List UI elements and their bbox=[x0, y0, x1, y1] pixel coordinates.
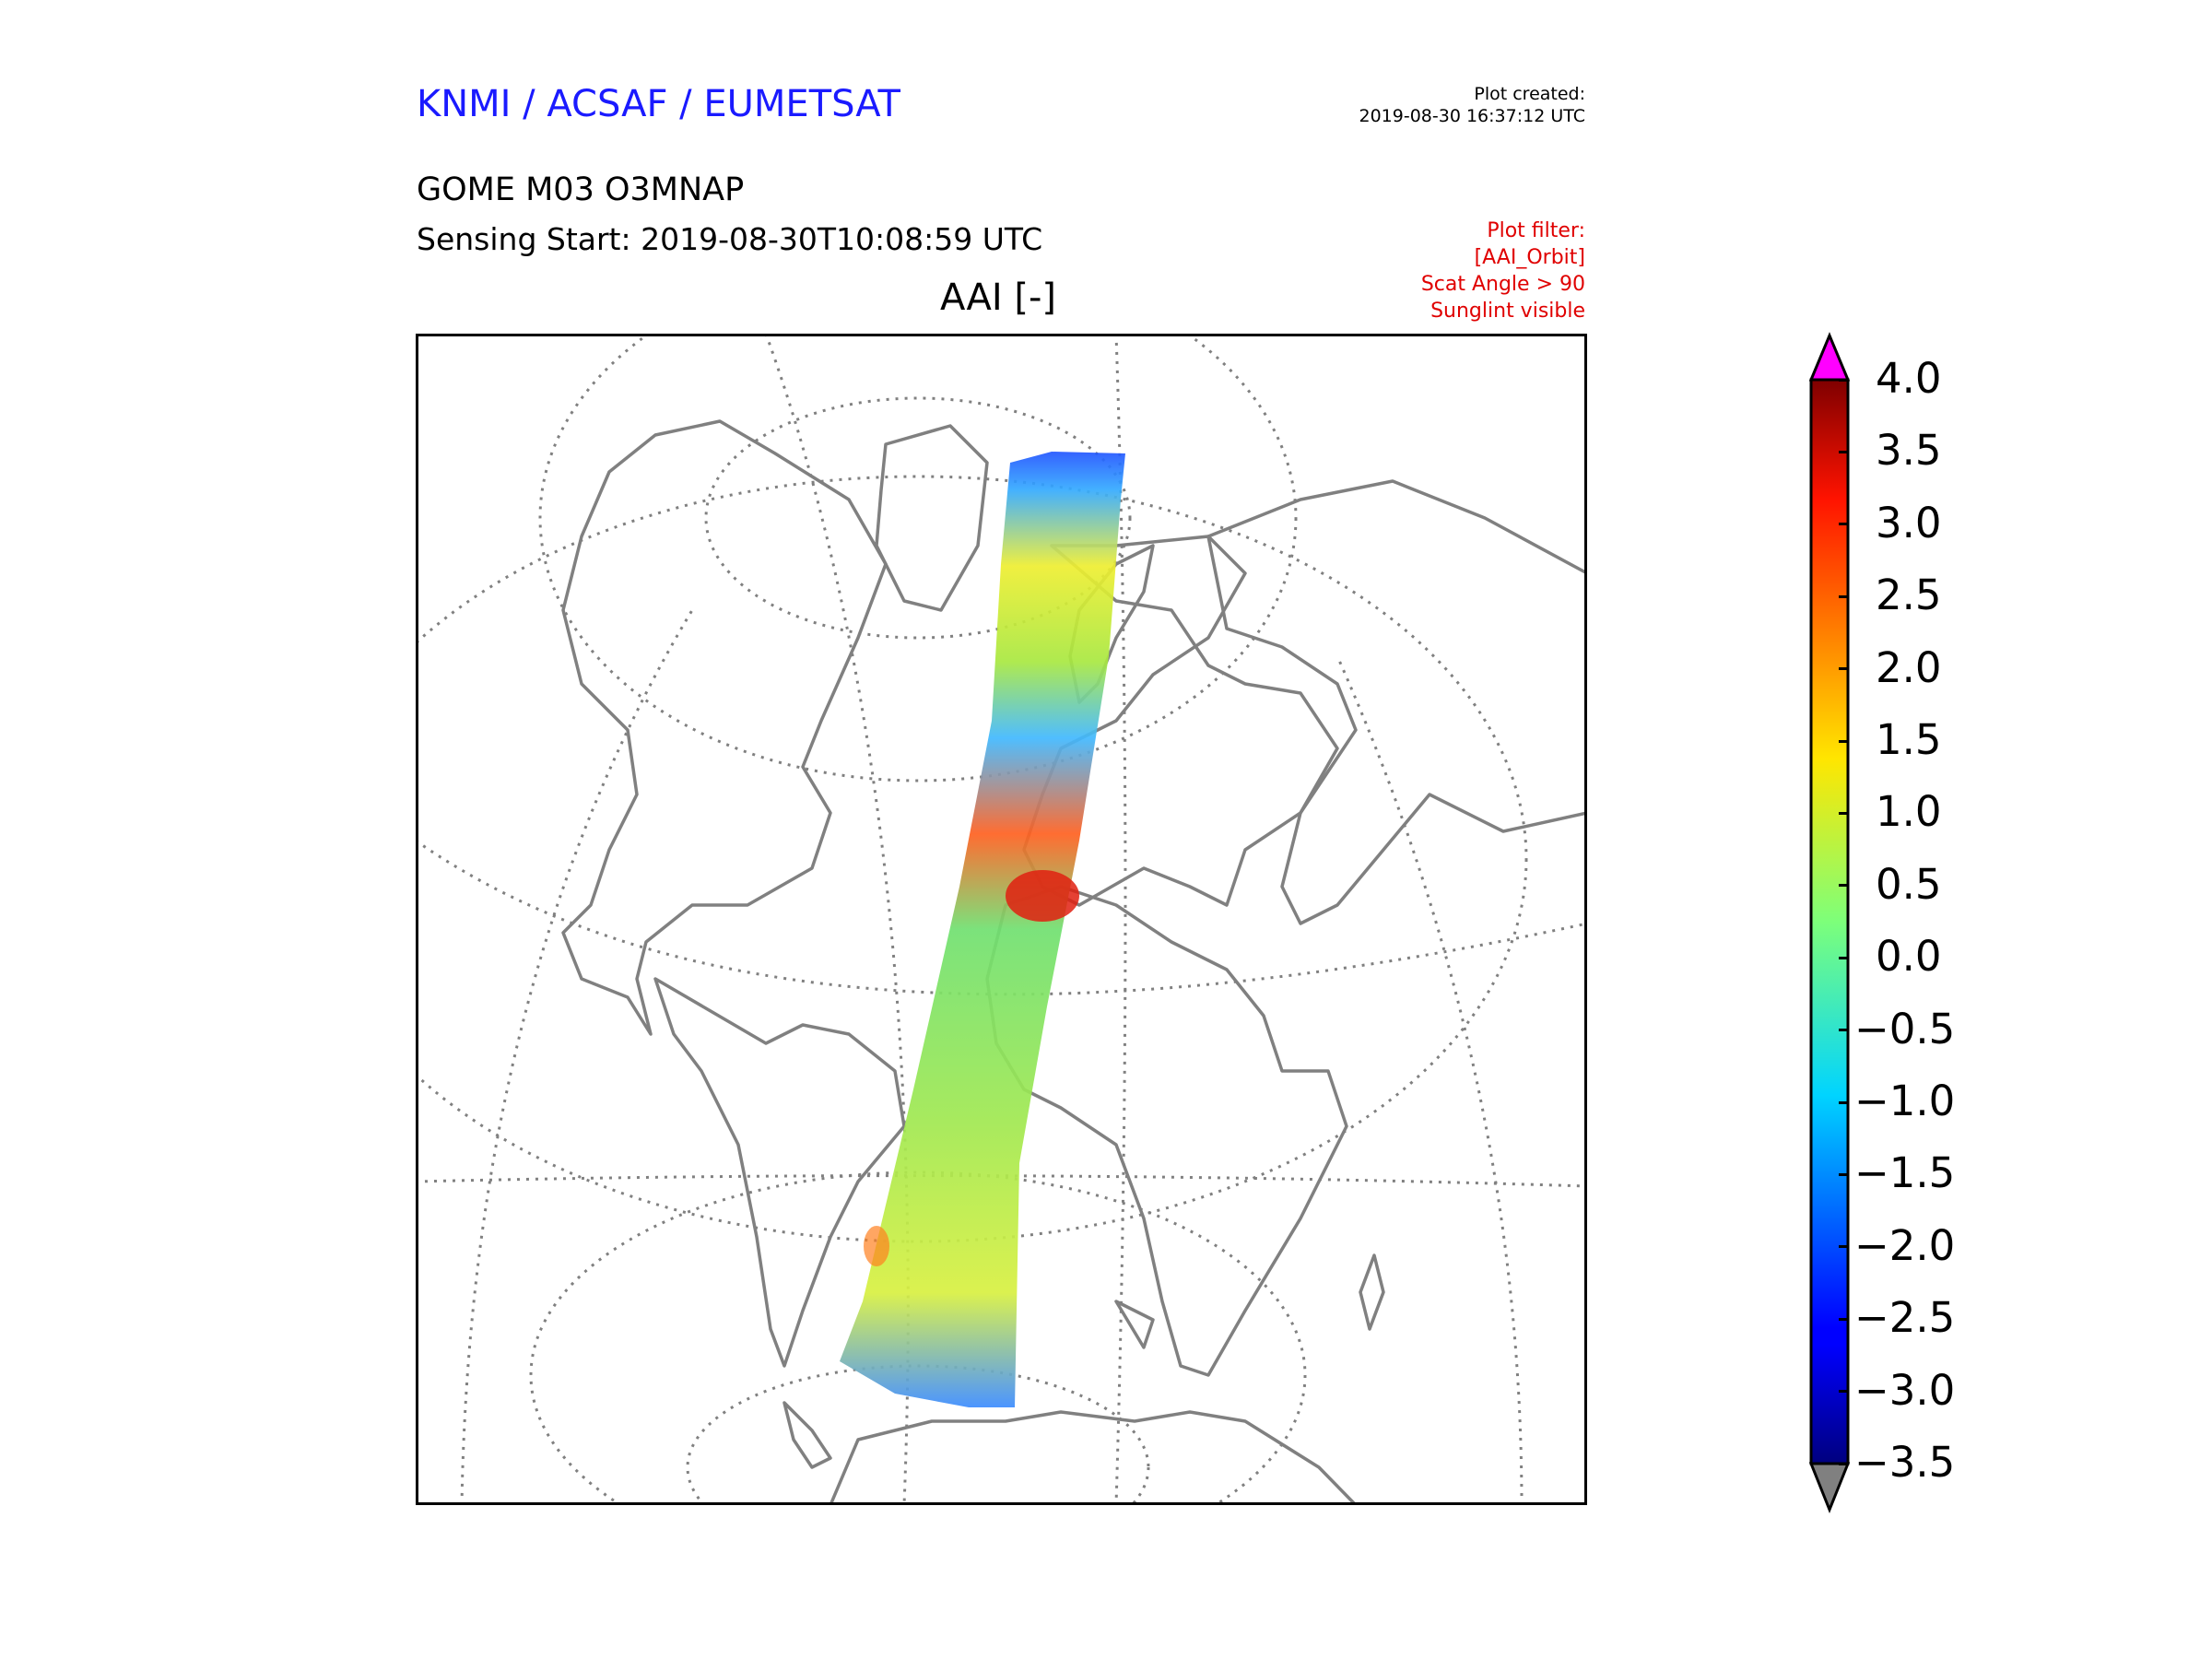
aai-swath bbox=[840, 452, 1125, 1407]
colorbar-under-arrow bbox=[1808, 1462, 1851, 1514]
colorbar-tick-label: 3.5 bbox=[1876, 426, 1942, 476]
colorbar-tick-mark bbox=[1839, 1390, 1848, 1394]
colorbar-tick-mark bbox=[1839, 378, 1848, 382]
colorbar-gradient bbox=[1809, 378, 1850, 1465]
map-panel bbox=[416, 334, 1587, 1505]
aai-hotspot bbox=[1006, 870, 1079, 922]
plot-created-time: 2019-08-30 16:37:12 UTC bbox=[1359, 106, 1586, 126]
colorbar-tick-mark bbox=[1839, 1317, 1848, 1321]
colorbar-tick-mark bbox=[1839, 523, 1848, 526]
colorbar-tick-label: −1.5 bbox=[1854, 1148, 1956, 1198]
colorbar-tick-label: 1.0 bbox=[1876, 787, 1942, 837]
plot-filter-line: Plot filter: bbox=[1487, 219, 1585, 242]
sensing-start: Sensing Start: 2019-08-30T10:08:59 UTC bbox=[417, 221, 1043, 257]
plot-filter-line: [AAI_Orbit] bbox=[1474, 246, 1585, 269]
colorbar-tick-mark bbox=[1839, 1029, 1848, 1032]
colorbar: 4.0 3.5 3.0 2.5 2.0 1.5 1.0 0.5 0.0 −0.5 −1.0 −1.5 −… bbox=[1788, 328, 2009, 1517]
colorbar-tick-mark bbox=[1839, 884, 1848, 888]
colorbar-tick-label: −3.5 bbox=[1854, 1438, 1956, 1487]
colorbar-tick-label: −2.5 bbox=[1854, 1293, 1956, 1343]
colorbar-tick-label: −0.5 bbox=[1854, 1004, 1956, 1053]
colorbar-tick-label: 2.5 bbox=[1876, 571, 1942, 620]
colorbar-tick-label: 4.0 bbox=[1876, 354, 1942, 403]
colorbar-tick-mark bbox=[1839, 1462, 1848, 1465]
colorbar-tick-label: 0.5 bbox=[1876, 859, 1942, 909]
colorbar-tick-mark bbox=[1839, 956, 1848, 959]
colorbar-over-arrow bbox=[1808, 332, 1851, 382]
plot-filter-line: Sunglint visible bbox=[1430, 300, 1585, 323]
agency-title: KNMI / ACSAF / EUMETSAT bbox=[417, 83, 900, 125]
colorbar-tick-mark bbox=[1839, 739, 1848, 743]
colorbar-graphic bbox=[1808, 332, 1851, 1514]
colorbar-tick-label: 1.5 bbox=[1876, 715, 1942, 764]
colorbar-tick-mark bbox=[1839, 1245, 1848, 1249]
plot-created: Plot created: 2019-08-30 16:37:12 UTC bbox=[1359, 83, 1586, 127]
plot-created-label: Plot created: bbox=[1474, 84, 1585, 104]
colorbar-tick-mark bbox=[1839, 450, 1848, 453]
colorbar-tick-label: 0.0 bbox=[1876, 932, 1942, 982]
colorbar-tick-mark bbox=[1839, 594, 1848, 598]
product-title: GOME M03 O3MNAP bbox=[417, 171, 745, 208]
map-frame bbox=[416, 334, 1587, 1505]
coastlines bbox=[561, 419, 1587, 1505]
colorbar-tick-mark bbox=[1839, 1172, 1848, 1176]
colorbar-tick-mark bbox=[1839, 811, 1848, 815]
aai-hotspot bbox=[864, 1226, 889, 1266]
colorbar-tick-mark bbox=[1839, 667, 1848, 671]
colorbar-tick-mark bbox=[1839, 1100, 1848, 1104]
variable-title: AAI [-] bbox=[940, 276, 1056, 319]
plot-filter: Plot filter: [AAI_Orbit] Scat Angle > 90… bbox=[1421, 218, 1585, 324]
colorbar-tick-label: −3.0 bbox=[1854, 1365, 1956, 1415]
plot-filter-line: Scat Angle > 90 bbox=[1420, 273, 1585, 296]
colorbar-tick-label: −1.0 bbox=[1854, 1077, 1956, 1125]
colorbar-tick-label: −2.0 bbox=[1854, 1220, 1956, 1270]
colorbar-tick-label: 2.0 bbox=[1876, 642, 1942, 692]
colorbar-tick-label: 3.0 bbox=[1876, 498, 1942, 547]
